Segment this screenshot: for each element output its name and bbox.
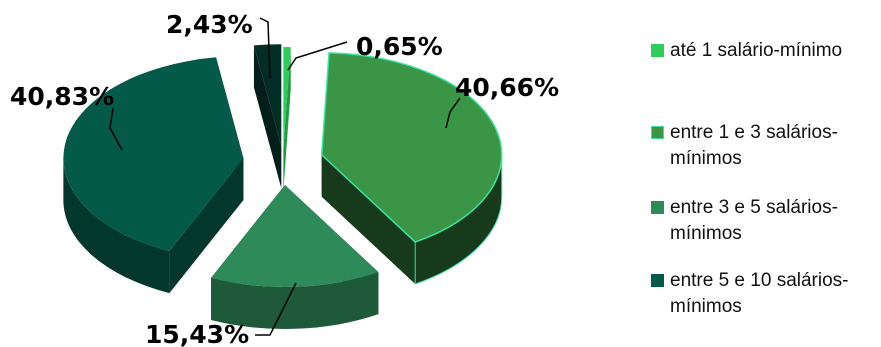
pie-slice — [283, 47, 291, 192]
legend-item: entre 1 e 3 salários-mínimos — [651, 120, 880, 172]
pie-slice-top — [253, 44, 282, 147]
data-labels: 0,65% 40,66% 15,43% 40,83% 2,43% — [10, 10, 559, 347]
pie-slice — [253, 44, 282, 189]
leader-line — [259, 17, 271, 79]
leader-line — [445, 97, 461, 129]
pie-slice-wall — [321, 154, 416, 284]
pie-slice-edge — [210, 272, 379, 329]
pie-slice-top — [63, 57, 244, 252]
legend-swatch — [651, 126, 664, 139]
data-label: 0,65% — [356, 32, 443, 61]
pie-slice-edge — [63, 158, 170, 294]
legend-label: entre 5 e 10 salários-mínimos — [670, 270, 849, 317]
pie-slice-top — [320, 52, 503, 243]
pie-slice-wall — [253, 45, 282, 189]
legend-swatch — [651, 274, 664, 287]
leader-line — [287, 41, 348, 71]
legend-label: entre 3 e 5 salários-mínimos — [670, 197, 838, 244]
data-label: 40,66% — [455, 73, 559, 102]
legend-item: entre 5 e 10 salários-mínimos — [651, 268, 880, 320]
legend-item: até 1 salário-mínimo — [651, 38, 880, 64]
pie-slice-wall — [283, 47, 291, 192]
pie-slice-top — [283, 47, 291, 150]
data-label: 40,83% — [10, 82, 114, 111]
pie-slice — [320, 52, 503, 285]
pie-slice-wall — [169, 158, 244, 294]
legend-swatch — [651, 44, 664, 57]
pie-slice-top — [210, 184, 379, 287]
legend-swatch — [651, 201, 664, 214]
leader-line — [255, 282, 297, 336]
leader-line — [109, 107, 123, 151]
data-label: 15,43% — [145, 320, 249, 347]
legend-label: entre 1 e 3 salários-mínimos — [670, 122, 838, 169]
pie-slices — [63, 44, 503, 329]
pie-slice — [63, 57, 244, 294]
leader-lines — [109, 17, 461, 336]
data-label: 2,43% — [166, 10, 253, 39]
legend-label: até 1 salário-mínimo — [670, 40, 843, 61]
pie-slice — [210, 184, 379, 329]
legend-item: entre 3 e 5 salários-mínimos — [651, 195, 880, 247]
